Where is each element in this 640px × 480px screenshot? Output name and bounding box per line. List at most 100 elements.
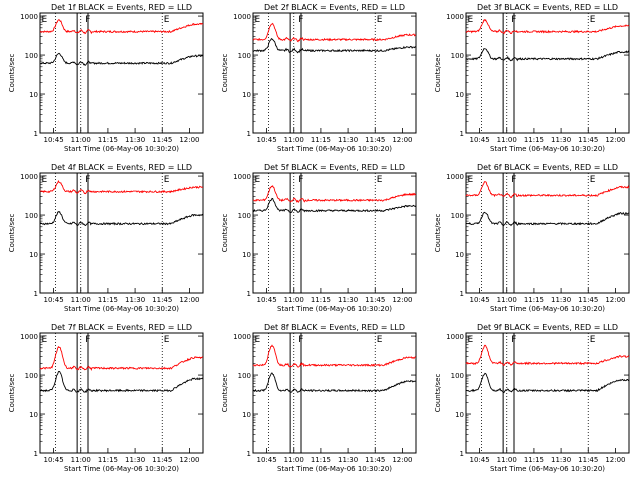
y-axis-label: Counts/sec — [8, 374, 16, 413]
x-tick-label: 12:00 — [179, 456, 199, 464]
marker-letter: E — [377, 335, 383, 345]
y-tick-label: 1 — [34, 130, 38, 138]
y-tick-label: 1 — [247, 290, 251, 298]
x-axis-label: Start Time (06-May-06 10:30:20) — [277, 465, 392, 473]
lld-series-line — [39, 345, 203, 372]
lld-series-line — [465, 19, 630, 35]
y-tick-label: 1000 — [233, 13, 251, 21]
detector-panel-2: Det 2f BLACK = Events, RED = LLD 1 10 100 10… — [221, 3, 417, 153]
y-tick-label: 1 — [460, 450, 464, 458]
lld-series-line — [39, 18, 204, 35]
x-tick-label: 11:15 — [524, 456, 544, 464]
detector-panel-8: Det 8f BLACK = Events, RED = LLD 1 10 100 10… — [221, 323, 417, 473]
y-axis-label: Counts/sec — [221, 374, 229, 413]
plot-frame — [465, 172, 630, 294]
marker-letter: F — [511, 15, 516, 25]
x-tick-label: 11:45 — [578, 296, 598, 304]
x-axis-label: Start Time (06-May-06 10:30:20) — [64, 145, 179, 153]
y-tick-label: 1000 — [446, 173, 464, 181]
x-tick-label: 11:45 — [365, 456, 385, 464]
x-tick-label: 11:45 — [152, 136, 172, 144]
plot-frame — [465, 12, 630, 134]
panel-title: Det 7f BLACK = Events, RED = LLD — [51, 323, 192, 332]
x-tick-label: 12:00 — [392, 136, 412, 144]
x-tick-label: 12:00 — [179, 296, 199, 304]
detector-panel-9: Det 9f BLACK = Events, RED = LLD 1 10 100 10… — [434, 323, 630, 473]
y-tick-label: 10 — [29, 91, 38, 99]
y-axis-label: Counts/sec — [8, 54, 16, 93]
y-axis-label: Counts/sec — [221, 214, 229, 253]
x-tick-label: 11:45 — [152, 456, 172, 464]
panel-title: Det 4f BLACK = Events, RED = LLD — [51, 163, 192, 172]
y-axis-label: Counts/sec — [434, 374, 442, 413]
y-tick-label: 1 — [460, 290, 464, 298]
x-tick-label: 11:45 — [578, 456, 598, 464]
marker-letter: E — [377, 175, 383, 185]
x-tick-label: 11:30 — [338, 136, 358, 144]
x-tick-label: 11:15 — [311, 296, 331, 304]
y-tick-label: 100 — [451, 52, 464, 60]
x-tick-label: 11:00 — [284, 456, 304, 464]
x-axis-label: Start Time (06-May-06 10:30:20) — [64, 305, 179, 313]
x-tick-label: 11:45 — [365, 296, 385, 304]
marker-letter: F — [511, 335, 516, 345]
y-tick-label: 10 — [29, 251, 38, 259]
x-axis-label: Start Time (06-May-06 10:30:20) — [490, 465, 605, 473]
x-tick-label: 11:00 — [284, 296, 304, 304]
events-series-line — [465, 211, 629, 227]
marker-letter: E — [590, 15, 596, 25]
y-tick-label: 10 — [242, 411, 251, 419]
x-tick-label: 10:45 — [256, 296, 276, 304]
x-tick-label: 11:30 — [125, 296, 145, 304]
x-tick-label: 11:00 — [497, 136, 517, 144]
lld-series-line — [465, 181, 630, 199]
marker-letter: F — [511, 175, 516, 185]
x-tick-label: 11:30 — [551, 456, 571, 464]
events-series-line — [252, 197, 417, 214]
y-axis-label: Counts/sec — [8, 214, 16, 253]
detector-panel-3: Det 3f BLACK = Events, RED = LLD 1 10 100 10… — [434, 3, 630, 153]
x-tick-label: 10:45 — [43, 296, 63, 304]
marker-letter: E — [467, 15, 473, 25]
x-tick-label: 11:30 — [338, 296, 358, 304]
marker-letter: F — [298, 175, 303, 185]
y-axis-label: Counts/sec — [221, 54, 229, 93]
marker-letter: E — [254, 175, 260, 185]
marker-letter: F — [298, 15, 303, 25]
y-tick-label: 1 — [460, 130, 464, 138]
events-series-line — [252, 372, 417, 393]
y-tick-label: 1 — [247, 130, 251, 138]
x-tick-label: 10:45 — [469, 296, 489, 304]
y-tick-label: 10 — [242, 91, 251, 99]
x-tick-label: 11:45 — [365, 136, 385, 144]
marker-letter: E — [164, 15, 170, 25]
y-tick-label: 1000 — [446, 333, 464, 341]
x-axis-label: Start Time (06-May-06 10:30:20) — [490, 305, 605, 313]
x-tick-label: 10:45 — [469, 136, 489, 144]
x-tick-label: 12:00 — [392, 456, 412, 464]
y-tick-label: 1000 — [20, 333, 38, 341]
lld-series-line — [39, 180, 204, 195]
x-tick-label: 10:45 — [256, 456, 276, 464]
x-tick-label: 11:15 — [311, 456, 331, 464]
detector-panel-7: Det 7f BLACK = Events, RED = LLD 1 10 100 10… — [8, 323, 204, 473]
x-tick-label: 11:30 — [551, 136, 571, 144]
x-axis-label: Start Time (06-May-06 10:30:20) — [277, 145, 392, 153]
panel-title: Det 2f BLACK = Events, RED = LLD — [264, 3, 405, 12]
y-axis-label: Counts/sec — [434, 54, 442, 93]
detector-panel-6: Det 6f BLACK = Events, RED = LLD 1 10 100 10… — [434, 163, 630, 313]
x-tick-label: 11:00 — [497, 296, 517, 304]
x-tick-label: 11:30 — [551, 296, 571, 304]
x-tick-label: 11:00 — [497, 456, 517, 464]
y-tick-label: 10 — [29, 411, 38, 419]
y-tick-label: 10 — [242, 251, 251, 259]
x-tick-label: 11:15 — [98, 296, 118, 304]
lld-series-line — [252, 22, 417, 43]
x-tick-label: 12:00 — [392, 296, 412, 304]
y-tick-label: 10 — [455, 411, 464, 419]
plot-frame — [465, 332, 630, 454]
x-tick-label: 11:45 — [578, 136, 598, 144]
y-tick-label: 1 — [34, 450, 38, 458]
plot-frame — [252, 172, 417, 294]
